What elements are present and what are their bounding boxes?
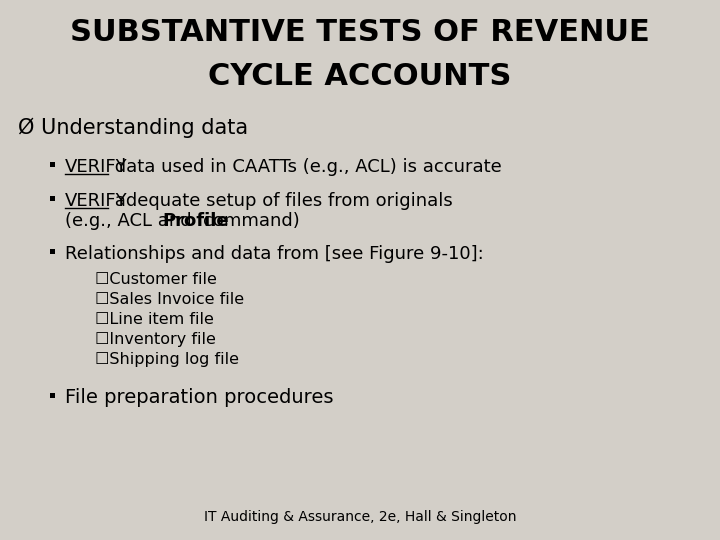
- Text: ☐Customer file: ☐Customer file: [95, 272, 217, 287]
- Text: VERIFY: VERIFY: [65, 158, 127, 176]
- Bar: [50, 393, 55, 397]
- Text: ☐Inventory file: ☐Inventory file: [95, 332, 216, 347]
- Text: Relationships and data from [see Figure 9-10]:: Relationships and data from [see Figure …: [65, 245, 484, 263]
- Bar: [50, 161, 55, 166]
- Text: adequate setup of files from originals: adequate setup of files from originals: [109, 192, 453, 210]
- Text: Profile: Profile: [162, 212, 229, 230]
- Text: ☐Line item file: ☐Line item file: [95, 312, 214, 327]
- Text: SUBSTANTIVE TESTS OF REVENUE: SUBSTANTIVE TESTS OF REVENUE: [70, 18, 650, 47]
- Text: data used in CAATTs (e.g., ACL) is accurate: data used in CAATTs (e.g., ACL) is accur…: [109, 158, 502, 176]
- Bar: [50, 248, 55, 253]
- Text: ☐Sales Invoice file: ☐Sales Invoice file: [95, 292, 244, 307]
- Text: Ø Understanding data: Ø Understanding data: [18, 118, 248, 138]
- Text: VERIFY: VERIFY: [65, 192, 127, 210]
- Text: command): command): [203, 212, 300, 230]
- Text: File preparation procedures: File preparation procedures: [65, 388, 333, 407]
- Text: (e.g., ACL and: (e.g., ACL and: [65, 212, 197, 230]
- Bar: [50, 195, 55, 200]
- Text: CYCLE ACCOUNTS: CYCLE ACCOUNTS: [208, 62, 512, 91]
- Text: IT Auditing & Assurance, 2e, Hall & Singleton: IT Auditing & Assurance, 2e, Hall & Sing…: [204, 510, 516, 524]
- Text: ☐Shipping log file: ☐Shipping log file: [95, 352, 239, 367]
